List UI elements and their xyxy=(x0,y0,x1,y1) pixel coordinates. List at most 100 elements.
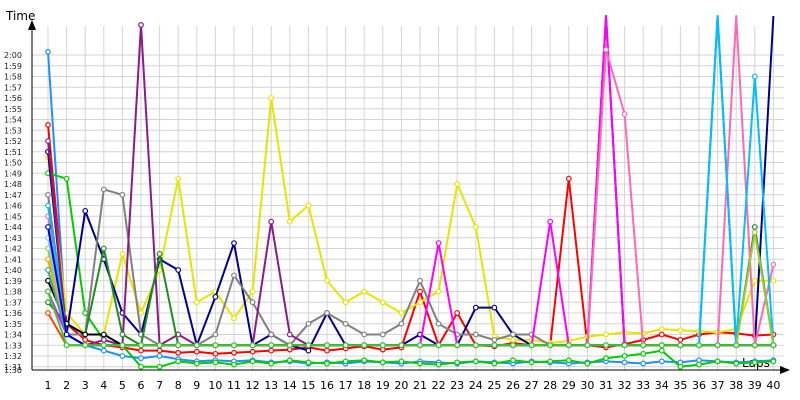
data-point xyxy=(45,267,51,273)
data-point xyxy=(119,250,126,257)
x-tick-label: 11 xyxy=(227,379,241,392)
data-point xyxy=(733,360,740,367)
data-point xyxy=(305,342,312,349)
data-point xyxy=(324,310,330,316)
data-point xyxy=(63,175,70,182)
x-tick-label: 18 xyxy=(357,379,371,392)
x-tick-label: 35 xyxy=(673,379,687,392)
data-point xyxy=(286,342,293,349)
data-point xyxy=(472,342,479,349)
data-point xyxy=(733,342,740,349)
y-tick-label: 1:57 xyxy=(4,83,22,92)
data-point xyxy=(696,342,702,349)
y-tick-label: 1:30 xyxy=(4,366,22,375)
data-point xyxy=(454,181,461,187)
data-point xyxy=(658,326,665,333)
data-point xyxy=(491,304,498,311)
y-tick-label: 1:33 xyxy=(4,341,22,350)
data-point xyxy=(621,342,628,349)
x-tick-label: 40 xyxy=(766,379,780,392)
series-line xyxy=(47,23,774,347)
data-point xyxy=(119,342,126,349)
data-point xyxy=(770,261,777,268)
data-point xyxy=(565,357,572,364)
y-tick-label: 1:53 xyxy=(4,126,22,135)
data-point xyxy=(100,336,107,343)
data-point xyxy=(212,331,219,338)
data-point xyxy=(231,272,237,279)
data-point xyxy=(565,175,572,182)
data-point xyxy=(193,360,200,367)
x-tick-label: 31 xyxy=(599,379,613,392)
y-tick-label: 1:50 xyxy=(4,159,22,168)
data-point xyxy=(751,229,758,236)
data-point xyxy=(231,349,237,356)
x-tick-label: 19 xyxy=(376,379,390,392)
data-point xyxy=(491,360,498,367)
data-point xyxy=(454,342,461,349)
data-point xyxy=(138,22,144,28)
data-point xyxy=(249,299,256,306)
x-tick-label: 10 xyxy=(208,379,222,392)
data-point xyxy=(156,250,163,257)
data-point xyxy=(45,48,51,55)
y-tick-label: 1:35 xyxy=(4,320,22,329)
x-tick-label: 5 xyxy=(119,379,126,392)
data-point xyxy=(658,331,665,338)
y-tick-label: 1:40 xyxy=(4,266,22,275)
data-point xyxy=(156,353,163,359)
data-point xyxy=(361,342,368,349)
series-7 xyxy=(45,22,777,349)
data-point xyxy=(286,218,293,225)
data-point xyxy=(696,361,702,368)
data-point xyxy=(640,342,647,349)
data-point xyxy=(175,349,182,356)
data-point xyxy=(324,277,330,284)
data-point xyxy=(379,331,386,338)
data-point xyxy=(714,358,721,365)
series-line xyxy=(47,172,774,368)
y-axis-title: Time xyxy=(5,9,35,23)
data-point xyxy=(770,342,777,349)
data-point xyxy=(398,320,405,327)
data-point xyxy=(361,357,368,364)
data-point xyxy=(231,315,237,322)
data-point xyxy=(417,277,423,284)
x-tick-label: 25 xyxy=(487,379,501,392)
data-point xyxy=(510,342,516,349)
data-point xyxy=(379,359,386,366)
data-point xyxy=(82,342,89,349)
data-point xyxy=(268,360,275,367)
data-point xyxy=(751,342,758,349)
data-point xyxy=(45,138,51,144)
y-tick-label: 1:49 xyxy=(4,169,22,178)
data-point xyxy=(100,331,107,338)
y-tick-label: 1:41 xyxy=(4,255,22,264)
data-point xyxy=(193,342,200,349)
y-tick-label: 1:39 xyxy=(4,277,22,286)
data-point xyxy=(82,331,89,338)
series-3 xyxy=(45,95,777,347)
data-point xyxy=(175,267,182,273)
data-point xyxy=(63,331,70,338)
data-point xyxy=(193,348,200,355)
y-tick-label: 1:32 xyxy=(4,352,22,361)
y-tick-label: 1:52 xyxy=(4,137,22,146)
data-point xyxy=(100,186,107,193)
data-point xyxy=(491,336,498,343)
data-point xyxy=(770,358,777,365)
data-point xyxy=(212,350,219,357)
data-point xyxy=(45,224,51,230)
series-2 xyxy=(45,121,777,357)
data-point xyxy=(286,331,293,338)
x-tick-label: 7 xyxy=(156,379,163,392)
x-tick-label: 9 xyxy=(193,379,200,392)
data-point xyxy=(640,360,647,367)
x-tick-label: 2 xyxy=(63,379,70,392)
data-point xyxy=(249,342,256,349)
data-point xyxy=(100,347,107,354)
y-tick-label: 1:38 xyxy=(4,288,22,297)
x-tick-label: 32 xyxy=(618,379,632,392)
x-tick-label: 26 xyxy=(506,379,520,392)
data-point xyxy=(119,353,126,359)
